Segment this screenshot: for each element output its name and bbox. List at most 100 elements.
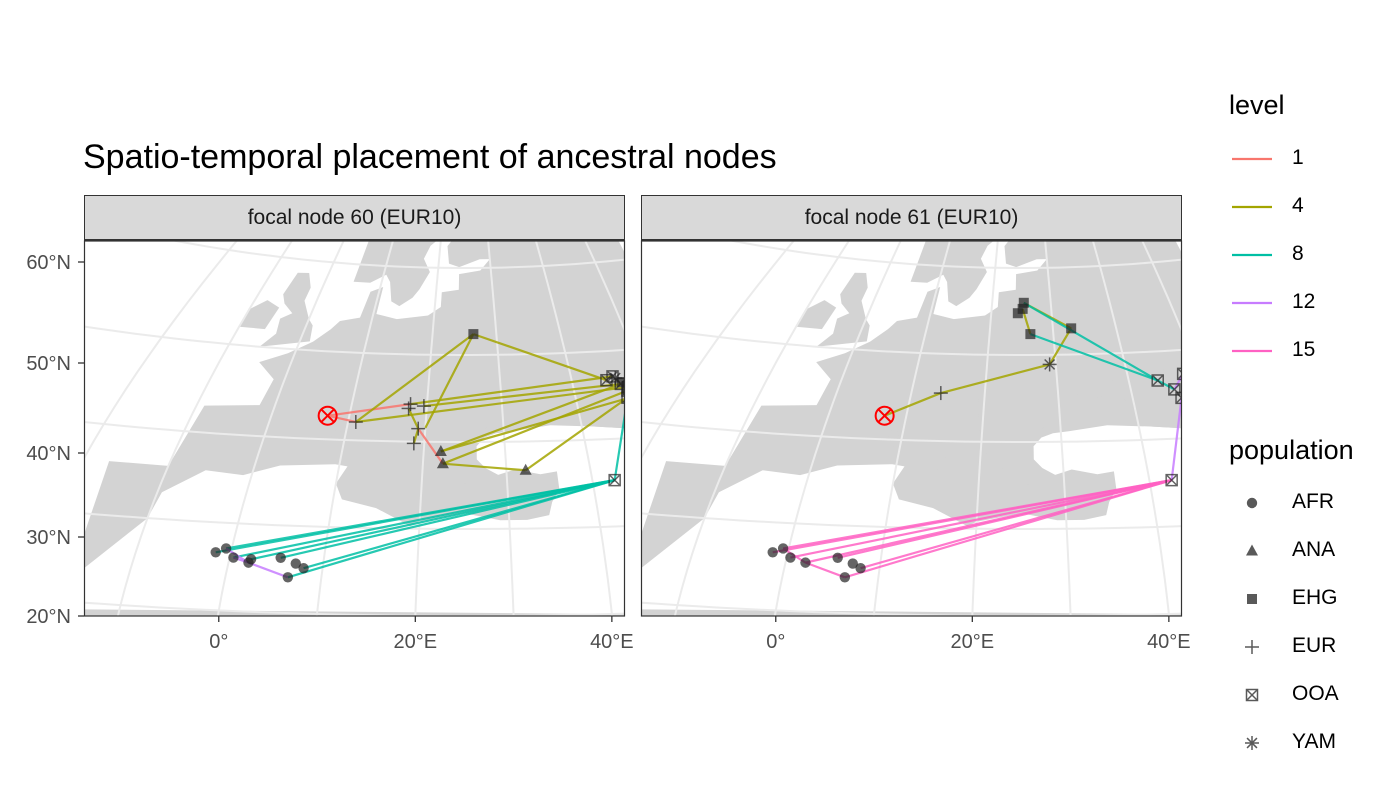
sample-point (1187, 392, 1198, 403)
lineage-segment (248, 561, 289, 579)
map-panel-left (83, 240, 639, 617)
x-axis-tick-label: 40°E (1147, 631, 1191, 653)
legend-keys (1232, 157, 1272, 750)
sample-point (628, 391, 639, 402)
focal-node-marker (317, 405, 338, 426)
sample-point (411, 421, 426, 436)
sample-point (1042, 357, 1057, 372)
lineage-segment (327, 414, 357, 424)
landmass-shape (239, 300, 280, 330)
lineage-segment (1157, 379, 1175, 391)
y-axis-tick-label: 50°N (26, 353, 71, 375)
panel-strip-label: focal node 60 (EUR10) (247, 206, 462, 229)
sample-point (519, 463, 532, 475)
legend-level-label: 4 (1292, 194, 1304, 217)
sample-point (616, 377, 625, 388)
lineage-segment (225, 479, 615, 550)
lineage-segment (1030, 333, 1159, 382)
lineage-segment (1048, 327, 1073, 365)
legend-population-key (1246, 497, 1258, 509)
focal-node-marker (320, 408, 335, 423)
lineage-segment (355, 333, 475, 423)
lineage-segment (884, 392, 942, 417)
sample-point (855, 562, 866, 574)
lineage-segment (442, 462, 526, 472)
sample-point (1151, 374, 1164, 387)
legend-level-title: level (1229, 90, 1285, 120)
sample-point (624, 374, 625, 385)
graticule-meridian (216, 241, 345, 616)
x-axis-tick-label: 0° (766, 631, 785, 653)
landmass-shape (796, 300, 837, 330)
sample-point (401, 401, 416, 416)
lineage-segment (424, 333, 475, 429)
sample-point (608, 371, 623, 386)
landmass-shape (84, 241, 625, 616)
legend-population-label: AFR (1292, 490, 1334, 513)
x-axis-tick-label: 20°E (394, 631, 438, 653)
lineage-segment (287, 479, 615, 579)
legend-population-label: YAM (1292, 730, 1336, 753)
landmass-shape (359, 456, 387, 470)
graticule-meridian (487, 241, 515, 616)
lineage-segment (473, 333, 607, 382)
graticule-meridian (971, 241, 999, 616)
graticule-meridian (872, 241, 951, 616)
sample-point (290, 558, 301, 569)
legend-population-key (1246, 544, 1258, 556)
landmass-shape (353, 241, 437, 307)
legend-population-label: EHG (1292, 586, 1338, 609)
y-axis-tick-label: 30°N (26, 527, 71, 549)
lineage-segment (805, 561, 846, 579)
sample-point (847, 558, 858, 569)
lineage-segment (423, 382, 621, 408)
graticule-meridian (315, 241, 394, 616)
panel-border (640, 240, 1183, 617)
lineage-segment (790, 479, 1172, 559)
sample-point (220, 543, 232, 554)
lineage-segment (1170, 397, 1182, 481)
y-axis-tick-label: 60°N (26, 252, 71, 274)
graticule-meridian (1091, 241, 1171, 616)
landmass-shape (916, 456, 944, 470)
sample-point (608, 473, 621, 487)
panel-border (83, 240, 626, 617)
landmass-shape (1008, 482, 1033, 486)
panel-strip-left: focal node 60 (EUR10) (84, 195, 625, 241)
y-axis-tick-label: 20°N (26, 606, 71, 628)
sample-point (767, 547, 778, 558)
legend-level-label: 15 (1292, 338, 1316, 361)
lineage-segment (410, 375, 613, 406)
lineage-segment (407, 407, 420, 430)
sample-point (434, 444, 447, 456)
sample-point (785, 552, 796, 563)
x-axis-tick-label: 20°E (951, 631, 995, 653)
sample-point (621, 391, 625, 404)
sample-point (416, 399, 431, 414)
x-axis-tick-label: 0° (209, 631, 228, 653)
graticule-meridian (641, 241, 795, 461)
legend-level-label: 12 (1292, 290, 1316, 313)
y-axis-tick-label: 40°N (26, 443, 71, 465)
sample-point (243, 557, 254, 568)
sample-point (436, 457, 449, 469)
sample-point (1176, 367, 1182, 381)
sample-point (275, 552, 286, 563)
lineage-segment (782, 479, 1172, 550)
landmass-shape (451, 482, 476, 486)
lineage-segment (837, 479, 1172, 559)
lineage-segment (442, 390, 625, 465)
landmass-shape (641, 241, 1182, 616)
legend-population-key (1245, 688, 1259, 702)
lineage-segment (440, 397, 625, 453)
sample-point (626, 372, 637, 383)
graticule-meridian (414, 241, 442, 616)
sample-point (210, 547, 221, 558)
lineage-segment (327, 403, 411, 417)
chart-title: Spatio-temporal placement of ancestral n… (83, 138, 777, 176)
legend-level-label: 8 (1292, 242, 1304, 265)
sample-point (832, 552, 843, 563)
sample-point (1025, 329, 1036, 340)
legend-population-title: population (1229, 435, 1354, 465)
